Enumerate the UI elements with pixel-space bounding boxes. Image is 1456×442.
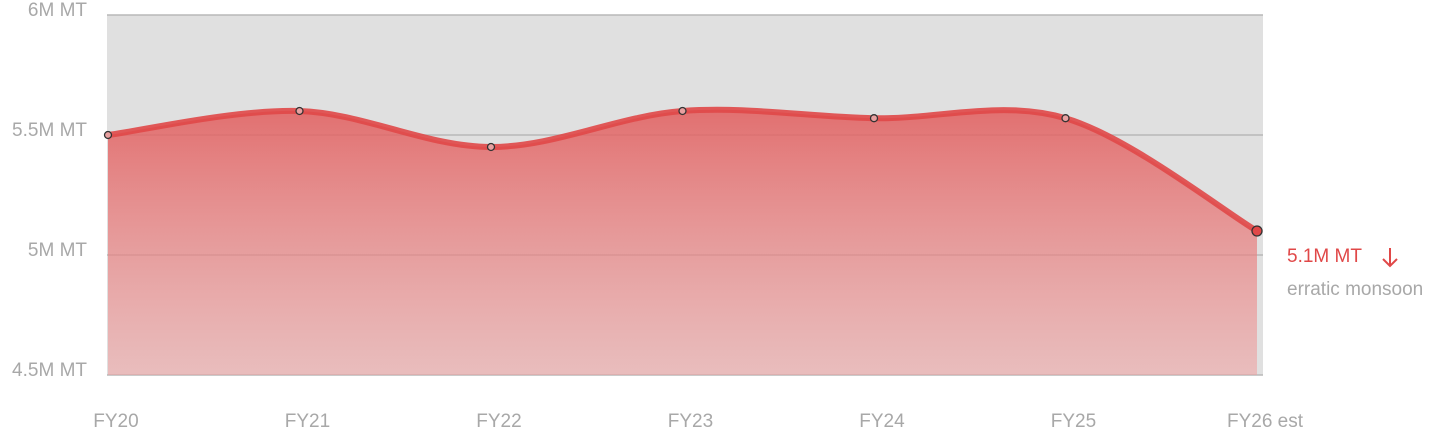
x-tick-label: FY24 [859, 411, 905, 432]
y-tick-label: 4.5M MT [12, 360, 87, 381]
data-point [486, 142, 496, 152]
data-point [869, 114, 879, 123]
data-point [678, 106, 687, 116]
data-point [103, 130, 113, 140]
annotation: erratic monsoon [1287, 279, 1423, 300]
down-arrow-icon [1382, 248, 1398, 268]
area-fill [108, 109, 1257, 376]
y-tick-label: 5M MT [28, 240, 88, 261]
x-tick-label: FY23 [668, 411, 713, 432]
x-tick-label: FY25 [1051, 411, 1096, 432]
x-tick-label: FY26 est [1227, 411, 1304, 432]
y-tick-label: 5.5M MT [12, 120, 87, 141]
y-tick-label: 6M MT [28, 0, 88, 21]
data-point [1251, 225, 1263, 237]
x-tick-label: FY21 [285, 411, 330, 432]
x-tick-label: FY20 [93, 411, 138, 432]
value-label: 5.1M MT [1287, 246, 1362, 267]
data-point [1061, 114, 1070, 123]
data-point [295, 106, 304, 116]
x-tick-label: FY22 [476, 411, 521, 432]
